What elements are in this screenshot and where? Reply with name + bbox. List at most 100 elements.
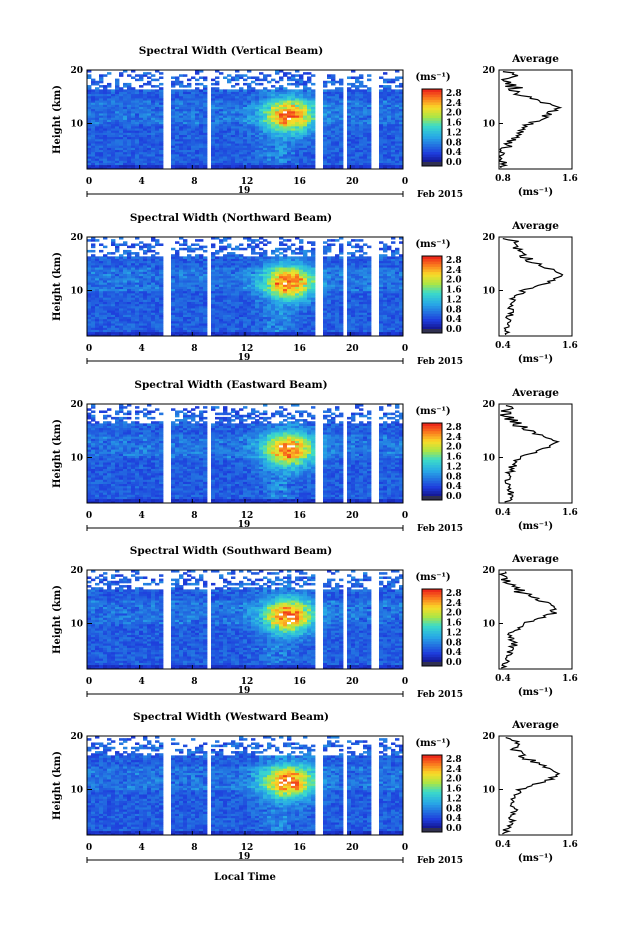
heatmap-cell xyxy=(275,102,280,105)
heatmap-cell xyxy=(91,153,96,157)
heatmap-cell xyxy=(311,117,316,120)
heatmap-cell xyxy=(187,282,192,285)
heatmap-cell xyxy=(367,108,372,112)
heatmap-cell xyxy=(111,333,116,337)
heatmap-cell xyxy=(227,262,232,266)
heatmap-cell xyxy=(275,249,280,253)
heatmap-cell xyxy=(283,256,288,259)
heatmap-cell xyxy=(399,134,404,138)
heatmap-cell xyxy=(327,80,332,84)
heatmap-cell xyxy=(251,162,256,166)
heatmap-cell xyxy=(135,125,140,129)
heatmap-cell xyxy=(263,104,268,107)
heatmap-cell xyxy=(263,299,268,302)
heatmap-cell xyxy=(103,280,108,283)
heatmap-cell xyxy=(139,95,144,99)
heatmap-cell xyxy=(143,316,148,320)
heatmap-cell xyxy=(243,104,248,107)
heatmap-cell xyxy=(359,76,364,80)
heatmap-cell xyxy=(195,147,200,151)
colorbar-swatch xyxy=(422,151,442,155)
heatmap-cell xyxy=(119,151,124,155)
heatmap-cell xyxy=(159,123,164,127)
heatmap-cell xyxy=(247,318,252,322)
heatmap-cell xyxy=(255,258,260,262)
heatmap-cell xyxy=(267,113,272,116)
heatmap-cell xyxy=(91,256,96,259)
heatmap-cell xyxy=(215,134,220,138)
heatmap-cell xyxy=(291,91,296,95)
heatmap-cell xyxy=(351,156,356,159)
heatmap-cell xyxy=(331,113,336,116)
heatmap-cell xyxy=(263,303,268,307)
heatmap-cell xyxy=(195,151,200,155)
heatmap-cell xyxy=(215,102,220,105)
heatmap-cell xyxy=(99,280,104,283)
heatmap-cell xyxy=(395,95,400,99)
heatmap-cell xyxy=(107,299,112,302)
heatmap-cell xyxy=(231,160,236,163)
heatmap-cell xyxy=(155,85,160,88)
heatmap-cell xyxy=(87,325,92,328)
heatmap-cell xyxy=(335,128,340,131)
heatmap-cell xyxy=(119,264,124,268)
heatmap-cell xyxy=(219,303,224,307)
heatmap-cell xyxy=(303,121,308,125)
heatmap-cell xyxy=(171,280,176,283)
heatmap-cell xyxy=(131,117,136,120)
heatmap-cell xyxy=(331,76,336,80)
heatmap-cell xyxy=(247,295,252,298)
heatmap-cell xyxy=(335,125,340,129)
colorbar-unit: (ms⁻¹) xyxy=(415,72,450,83)
heatmap-cell xyxy=(395,89,400,92)
heatmap-cell xyxy=(223,166,228,170)
heatmap-cell xyxy=(127,149,132,153)
heatmap-cell xyxy=(311,143,316,146)
heatmap-cell xyxy=(175,130,180,133)
heatmap-cell xyxy=(119,136,124,140)
heatmap-cell xyxy=(195,138,200,142)
heatmap-cell xyxy=(99,78,104,82)
x-tick-label: 12 xyxy=(241,177,254,187)
heatmap-cell xyxy=(355,156,360,159)
heatmap-cell xyxy=(135,273,140,277)
heatmap-cell xyxy=(111,264,116,268)
heatmap-cell xyxy=(115,245,120,249)
heatmap-cell xyxy=(287,325,292,328)
heatmap-cell xyxy=(287,97,292,101)
heatmap-cell xyxy=(147,113,152,116)
heatmap-cell xyxy=(99,132,104,135)
heatmap-cell xyxy=(151,312,156,315)
heatmap-cell xyxy=(127,252,132,255)
heatmap-cell xyxy=(159,113,164,116)
heatmap-cell xyxy=(127,286,132,290)
heatmap-cell xyxy=(147,162,152,166)
heatmap-cell xyxy=(247,70,252,73)
heatmap-cell xyxy=(251,239,256,242)
heatmap-cell xyxy=(139,267,144,270)
heatmap-cell xyxy=(339,151,344,155)
heatmap-cell xyxy=(323,125,328,129)
heatmap-cell xyxy=(195,280,200,283)
heatmap-cell xyxy=(391,119,396,123)
heatmap-cell xyxy=(399,138,404,142)
heatmap-cell xyxy=(183,136,188,140)
heatmap-cell xyxy=(283,100,288,103)
heatmap-cell xyxy=(139,143,144,146)
heatmap-cell xyxy=(151,147,156,151)
heatmap-cell xyxy=(283,117,288,120)
heatmap-cell xyxy=(111,327,116,330)
heatmap-cell xyxy=(231,303,236,307)
heatmap-cell xyxy=(235,119,240,123)
heatmap-cell xyxy=(271,318,276,322)
heatmap-cell xyxy=(183,121,188,125)
heatmap-cell xyxy=(211,123,216,127)
heatmap-cell xyxy=(131,284,136,287)
colorbar-swatch xyxy=(422,125,442,129)
heatmap-cell xyxy=(295,91,300,95)
heatmap-cell xyxy=(199,102,204,105)
heatmap-cell xyxy=(243,113,248,116)
heatmap-cell xyxy=(235,262,240,266)
heatmap-cell xyxy=(195,143,200,146)
